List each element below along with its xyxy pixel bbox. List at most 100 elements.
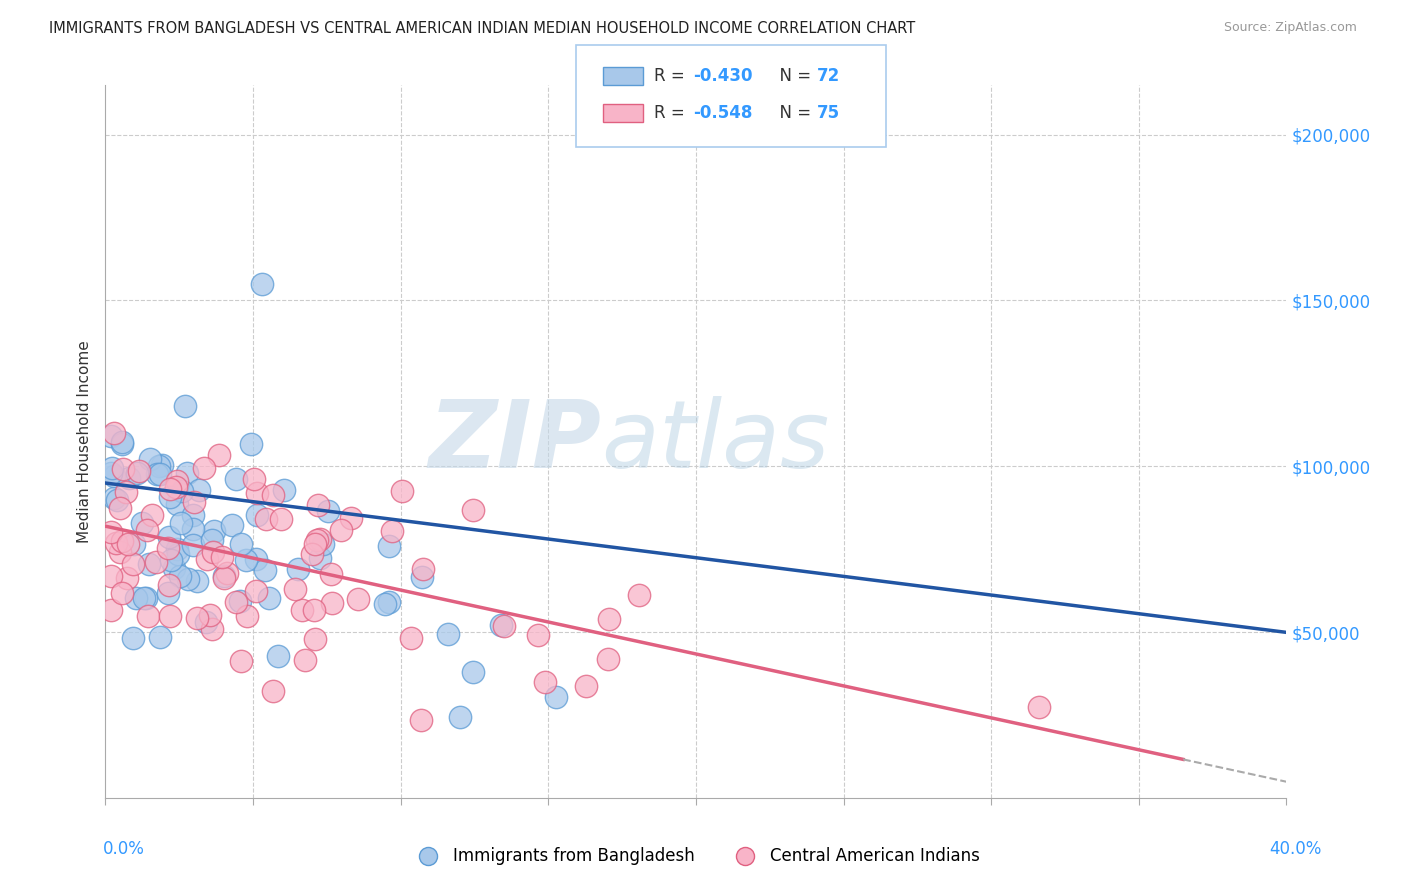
Point [141,508,163,522]
Point [149,467,172,481]
Text: R =: R = [654,104,690,122]
Point [262,683,284,698]
Point [157,586,180,600]
Point [214,571,236,585]
Point [309,551,332,566]
Point [200,533,222,547]
Point [136,523,159,537]
Point [111,437,134,451]
Point [166,541,188,556]
Point [149,630,172,644]
Point [245,584,267,599]
Point [150,458,173,473]
Point [309,532,332,546]
Point [111,462,134,476]
Point [159,609,181,624]
Point [461,665,484,679]
Point [316,504,339,518]
Point [103,425,125,440]
Point [391,484,413,499]
Point [437,627,460,641]
Point [246,508,269,522]
Point [104,535,127,549]
Point [103,491,125,506]
Point [312,537,335,551]
Text: N =: N = [769,67,817,85]
Point [105,492,128,507]
Point [346,592,368,607]
Point [135,591,157,605]
Text: N =: N = [769,104,817,122]
Point [301,547,323,561]
Point [273,483,295,498]
Point [250,277,273,291]
Point [100,569,122,583]
Text: ZIP: ZIP [429,395,602,488]
Point [195,551,218,566]
Point [245,552,267,566]
Text: 72: 72 [817,67,841,85]
Text: 0.0%: 0.0% [103,840,145,858]
Point [136,609,159,624]
Point [330,523,353,537]
Point [188,483,211,497]
Point [221,517,243,532]
Point [598,612,620,626]
Point [145,555,167,569]
Point [254,512,277,526]
Point [121,631,143,645]
Point [412,562,434,576]
Point [165,480,187,494]
Text: 40.0%: 40.0% [1270,840,1322,858]
Point [111,434,134,449]
Point [246,486,269,500]
Point [100,602,122,616]
Text: Source: ZipAtlas.com: Source: ZipAtlas.com [1223,21,1357,34]
Point [169,569,191,583]
Point [254,563,277,577]
Point [214,569,236,583]
Point [411,714,433,728]
Point [225,595,247,609]
Point [122,537,145,551]
Point [111,533,134,548]
Point [181,522,204,536]
Point [307,498,329,512]
Point [162,561,184,575]
Point [186,611,208,625]
Point [401,632,423,646]
Point [159,490,181,504]
Text: IMMIGRANTS FROM BANGLADESH VS CENTRAL AMERICAN INDIAN MEDIAN HOUSEHOLD INCOME CO: IMMIGRANTS FROM BANGLADESH VS CENTRAL AM… [49,21,915,36]
Point [108,545,131,559]
Point [291,602,314,616]
Point [138,557,160,571]
Point [575,679,598,693]
Point [243,472,266,486]
Point [304,632,326,647]
Point [270,511,292,525]
Point [167,547,190,561]
Point [148,458,170,473]
Point [186,574,208,589]
Point [546,690,568,704]
Point [202,545,225,559]
Point [127,466,149,480]
Point [181,508,204,523]
Point [284,582,307,596]
Point [492,619,515,633]
Point [166,475,188,489]
Point [176,466,198,480]
Point [176,572,198,586]
Point [491,618,513,632]
Point [526,628,548,642]
Point [259,591,281,605]
Text: atlas: atlas [602,396,830,487]
Point [166,497,188,511]
Point [1028,700,1050,714]
Legend: Immigrants from Bangladesh, Central American Indians: Immigrants from Bangladesh, Central Amer… [405,841,987,872]
Point [319,567,342,582]
Point [411,570,433,584]
Point [287,562,309,576]
Point [533,674,555,689]
Point [108,500,131,515]
